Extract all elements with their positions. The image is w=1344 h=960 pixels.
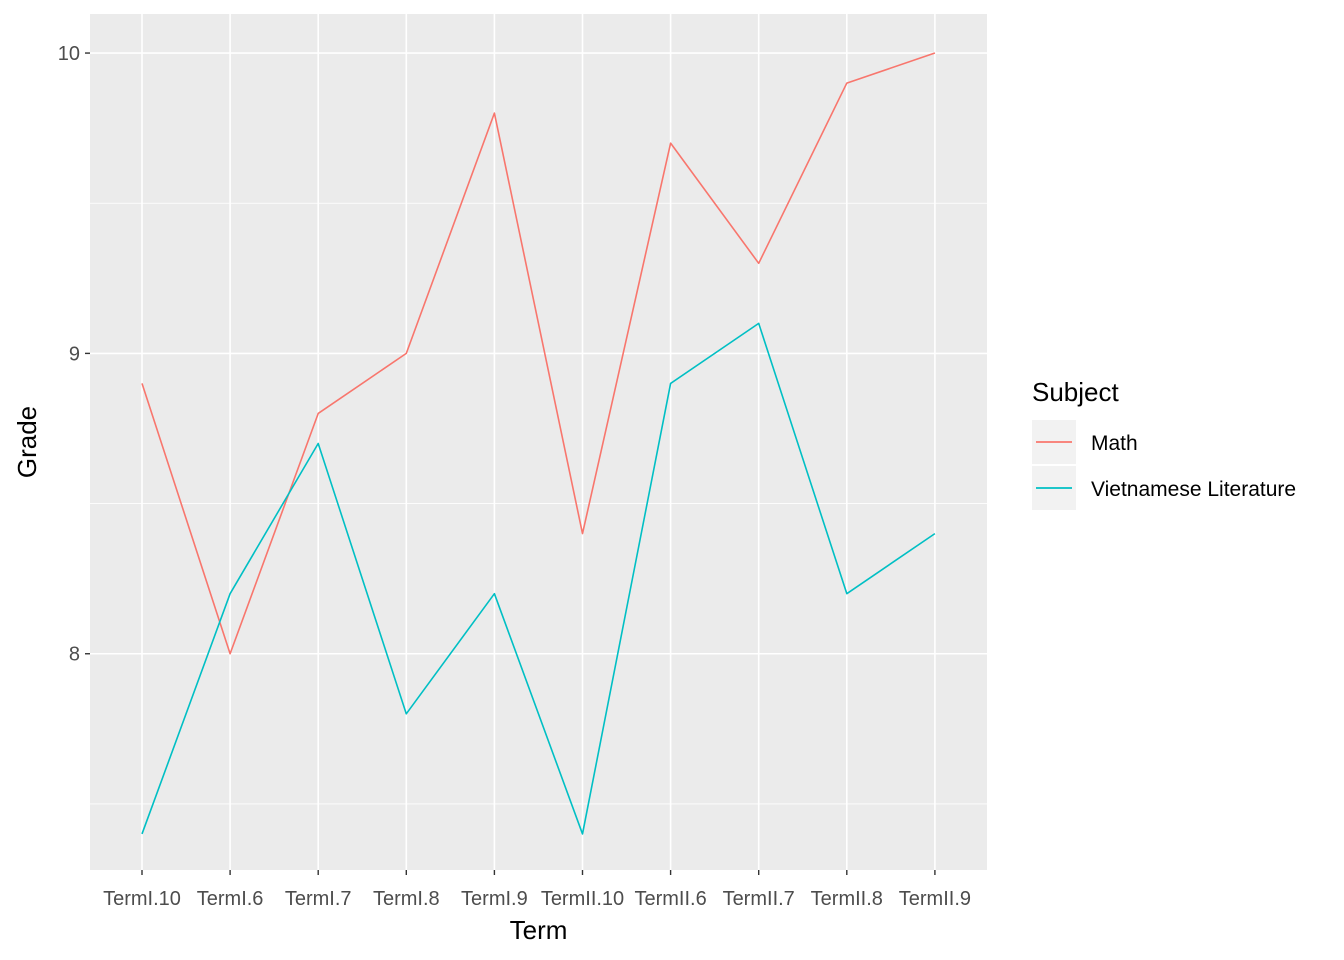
x-tick-label: TermII.8 xyxy=(811,888,883,910)
legend-items: Math Vietnamese Literature xyxy=(1032,420,1296,510)
x-tick-label: TermII.6 xyxy=(634,888,706,910)
y-axis-ticks: 8 9 10 xyxy=(58,43,90,666)
legend-label: Vietnamese Literature xyxy=(1091,478,1296,501)
x-tick-label: TermII.7 xyxy=(723,888,795,910)
legend-label: Math xyxy=(1091,432,1138,455)
x-tick-label: TermII.9 xyxy=(899,888,971,910)
y-axis-title: Grade xyxy=(12,406,42,478)
minor-gridlines xyxy=(90,202,987,805)
series-lines xyxy=(141,52,936,835)
major-gridlines xyxy=(90,14,987,870)
x-tick-label: TermI.7 xyxy=(285,888,352,910)
x-axis-ticks: TermI.10 TermI.6 TermI.7 TermI.8 TermI.9 Term… xyxy=(103,870,971,910)
legend: Subject Math Vietnamese Literature xyxy=(1032,377,1296,510)
x-tick-label: TermI.6 xyxy=(197,888,264,910)
y-tick-label: 8 xyxy=(69,644,80,666)
y-tick-label: 10 xyxy=(58,43,80,65)
x-tick-label: TermI.10 xyxy=(103,888,181,910)
x-axis-title: Term xyxy=(510,915,568,945)
legend-title: Subject xyxy=(1032,377,1119,407)
plot-panel xyxy=(90,14,987,870)
series-line-math xyxy=(141,52,936,655)
x-tick-label: TermI.8 xyxy=(373,888,440,910)
series-line-vietnamese-literature xyxy=(141,322,936,835)
y-tick-label: 9 xyxy=(69,343,80,365)
x-tick-label: TermI.9 xyxy=(461,888,528,910)
x-tick-label: TermII.10 xyxy=(541,888,624,910)
